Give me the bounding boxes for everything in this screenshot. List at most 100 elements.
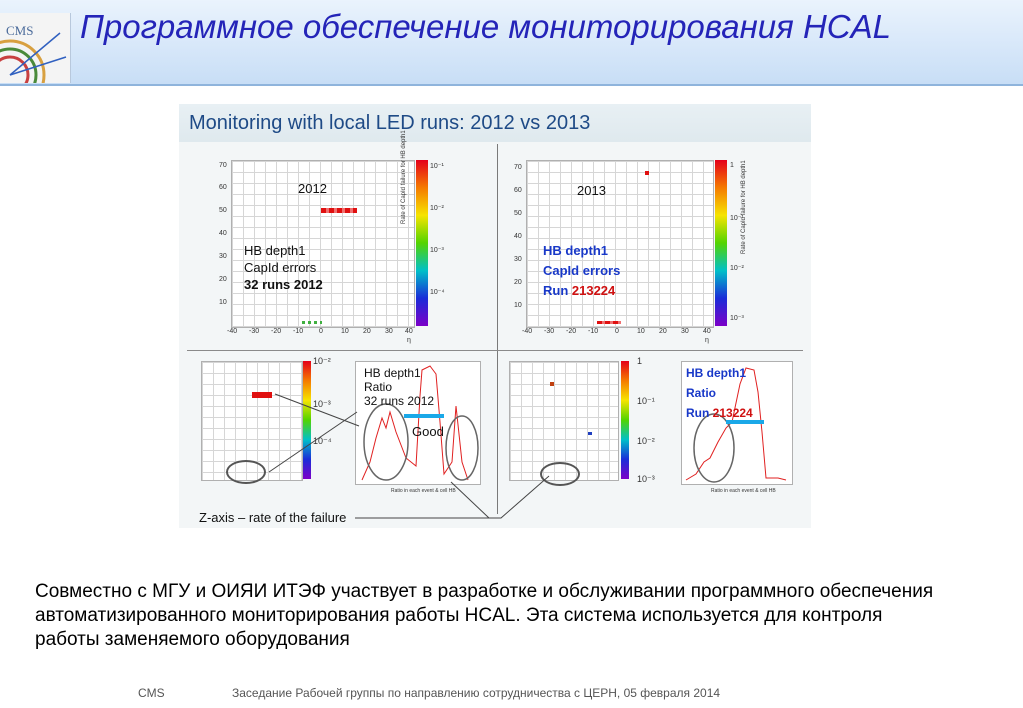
map-2012-z-tick: 10⁻³ bbox=[430, 247, 444, 254]
map-2012-x-title: η bbox=[407, 337, 411, 344]
map-2013-y-tick: 40 bbox=[514, 233, 522, 240]
map-2013-x-tick: 0 bbox=[615, 328, 619, 335]
map-2012-x-tick: 20 bbox=[363, 328, 371, 335]
map-2012-small-z-tick: 10⁻⁴ bbox=[313, 436, 332, 446]
ratio-hist-2012-label-2: Ratio bbox=[364, 380, 393, 394]
map-2012-hot-cells bbox=[321, 208, 357, 213]
map-2013-hot-cell bbox=[645, 171, 649, 175]
map-2012-label-1: HB depth1 bbox=[244, 243, 306, 258]
map-2013-small-z-tick: 10⁻² bbox=[637, 436, 655, 446]
ratio-hist-2013-run-prefix: Run bbox=[686, 406, 713, 420]
map-2013-y-tick: 60 bbox=[514, 187, 522, 194]
map-2012-x-tick: 40 bbox=[405, 328, 413, 335]
map-2012-small-z-tick: 10⁻³ bbox=[313, 399, 331, 409]
map-2012-small-circle bbox=[226, 460, 266, 484]
map-2012-year: 2012 bbox=[298, 181, 327, 196]
ratio-hist-2013-x-title: Ratio in each event & cell HB bbox=[711, 488, 776, 494]
figure-horizontal-divider bbox=[187, 350, 803, 351]
map-2012-y-tick: 70 bbox=[219, 162, 227, 169]
map-2012-y-tick: 40 bbox=[219, 230, 227, 237]
map-2012-z-tick: 10⁻² bbox=[430, 205, 444, 212]
map-2013-small-z-tick: 1 bbox=[637, 356, 643, 366]
monitoring-figure: Monitoring with local LED runs: 2012 vs … bbox=[179, 104, 811, 528]
slide-title: Программное обеспечение мониторирования … bbox=[80, 8, 891, 45]
map-2013-color-scale bbox=[715, 160, 727, 326]
ratio-hist-2012-label-3: 32 runs 2012 bbox=[364, 394, 435, 408]
map-2012-z-tick: 10⁻¹ bbox=[430, 163, 444, 170]
footer-cms: CMS bbox=[138, 686, 165, 700]
map-2012-y-tick: 60 bbox=[219, 184, 227, 191]
figure-title-bar: Monitoring with local LED runs: 2012 vs … bbox=[179, 104, 811, 142]
map-2012-depth1: 2012 HB depth1 CapId errors 32 runs 2012 bbox=[231, 160, 415, 328]
map-2012-y-tick: 10 bbox=[219, 299, 227, 306]
ratio-hist-2013-label-1: HB depth1 bbox=[686, 366, 746, 380]
map-2012-low-cells bbox=[302, 321, 322, 324]
map-2012-label-3: 32 runs 2012 bbox=[244, 277, 323, 292]
map-2013-z-tick: 10⁻² bbox=[730, 265, 744, 272]
map-2013-z-tick: 10⁻¹ bbox=[730, 215, 744, 222]
figure-title: Monitoring with local LED runs: 2012 vs … bbox=[189, 112, 591, 134]
map-2013-y-tick: 50 bbox=[514, 210, 522, 217]
map-2012-x-tick: 30 bbox=[385, 328, 393, 335]
map-2013-small-z-tick: 10⁻¹ bbox=[637, 396, 655, 406]
map-2013-y-tick: 70 bbox=[514, 164, 522, 171]
map-2013-small-mid bbox=[588, 432, 592, 435]
slide-header: CMS Программное обеспечение мониторирова… bbox=[0, 0, 1023, 86]
map-2013-year: 2013 bbox=[577, 183, 606, 198]
ratio-hist-2013-label-2: Ratio bbox=[686, 386, 716, 400]
cms-logo: CMS bbox=[0, 13, 71, 83]
map-2012-z-title: Rate of CapId failure for HB depth1 bbox=[401, 130, 407, 224]
svg-text:CMS: CMS bbox=[6, 23, 33, 38]
map-2013-x-tick: -40 bbox=[522, 328, 533, 335]
map-2013-x-tick: 30 bbox=[681, 328, 689, 335]
map-2012-small-color-scale bbox=[303, 361, 311, 479]
ratio-hist-2013-run-number: 213224 bbox=[712, 406, 753, 420]
map-2013-z-tick: 10⁻³ bbox=[730, 315, 744, 322]
map-2013-y-tick: 30 bbox=[514, 256, 522, 263]
map-2013-label-1: HB depth1 bbox=[543, 243, 608, 258]
map-2013-depth1: 2013 HB depth1 CapId errors Run 213224 bbox=[526, 160, 714, 328]
map-2013-x-tick: -30 bbox=[544, 328, 555, 335]
map-2013-x-tick: 10 bbox=[637, 328, 645, 335]
map-2013-low-cells bbox=[597, 321, 621, 324]
ratio-hist-2013-label-3: Run 213224 bbox=[686, 406, 753, 421]
map-2012-y-tick: 50 bbox=[219, 207, 227, 214]
ratio-hist-2012-label-1: HB depth1 bbox=[364, 366, 421, 380]
map-2013-label-2: CapId errors bbox=[543, 263, 621, 278]
map-2012-small-hot bbox=[252, 392, 272, 398]
footer-meeting-note: Заседание Рабочей группы по направлению … bbox=[232, 686, 721, 700]
map-2013-z-title: Rate of CapId failure for HB depth1 bbox=[741, 160, 747, 254]
map-2013-x-tick: -10 bbox=[588, 328, 599, 335]
map-2012-x-tick: 0 bbox=[319, 328, 323, 335]
map-2013-x-tick: -20 bbox=[566, 328, 577, 335]
map-2012-label-2: CapId errors bbox=[244, 260, 317, 275]
map-2013-small-hot bbox=[550, 382, 554, 386]
map-2013-label-3: Run 213224 bbox=[543, 283, 615, 298]
map-2012-small-z-tick: 10⁻² bbox=[313, 356, 331, 366]
map-2013-y-tick: 20 bbox=[514, 279, 522, 286]
ratio-hist-2012-good: Good bbox=[412, 424, 444, 439]
map-2012-z-tick: 10⁻⁴ bbox=[430, 289, 445, 296]
zaxis-caption: Z-axis – rate of the failure bbox=[199, 510, 347, 525]
map-2013-small-color-scale bbox=[621, 361, 629, 479]
ratio-hist-2013: HB depth1 Ratio Run 213224 bbox=[681, 361, 793, 485]
map-2012-x-tick: -10 bbox=[293, 328, 304, 335]
map-2013-y-tick: 10 bbox=[514, 302, 522, 309]
slide-body-text: Совместно с МГУ и ОИЯИ ИТЭФ участвует в … bbox=[35, 581, 934, 650]
map-2013-small bbox=[509, 361, 619, 486]
map-2013-small-circle bbox=[540, 462, 580, 486]
map-2012-x-tick: -20 bbox=[271, 328, 282, 335]
ratio-hist-2012: HB depth1 Ratio 32 runs 2012 Good bbox=[355, 361, 481, 485]
map-2013-x-title: η bbox=[705, 337, 709, 344]
map-2012-color-scale bbox=[416, 160, 428, 326]
map-2012-y-tick: 30 bbox=[219, 253, 227, 260]
map-2013-x-tick: 20 bbox=[659, 328, 667, 335]
map-2012-small bbox=[201, 361, 303, 484]
figure-vertical-divider bbox=[497, 144, 498, 514]
map-2013-z-tick: 1 bbox=[730, 162, 734, 169]
map-2012-x-tick: -40 bbox=[227, 328, 238, 335]
map-2013-small-z-tick: 10⁻³ bbox=[637, 474, 655, 484]
map-2013-run-number: 213224 bbox=[571, 283, 616, 298]
map-2012-x-tick: -30 bbox=[249, 328, 260, 335]
map-2012-y-tick: 20 bbox=[219, 276, 227, 283]
